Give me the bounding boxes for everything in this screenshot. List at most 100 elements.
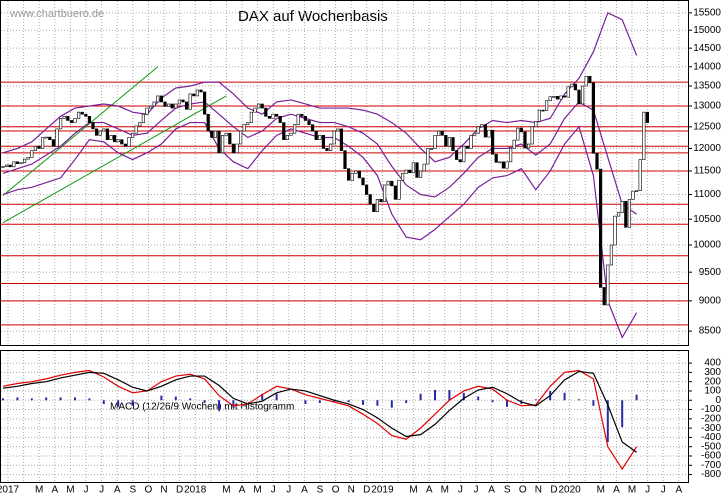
histogram-bar — [189, 398, 192, 401]
x-tick-label: O — [332, 485, 340, 496]
candle — [469, 135, 473, 149]
candle — [228, 132, 232, 145]
candle — [433, 135, 437, 149]
histogram-bar — [304, 400, 307, 404]
candle — [51, 139, 55, 147]
candle — [325, 148, 329, 151]
candle — [66, 116, 70, 121]
candle — [566, 86, 570, 98]
y-tick-label: 11000 — [694, 189, 722, 200]
candle — [127, 137, 131, 147]
candle — [372, 203, 376, 212]
candle — [609, 244, 613, 266]
histogram-bar — [16, 397, 19, 401]
candle — [292, 124, 297, 134]
candle — [440, 130, 444, 136]
candle — [15, 161, 20, 164]
candle — [105, 128, 109, 140]
candle — [584, 75, 588, 87]
candle — [87, 116, 91, 123]
y-tick-label: 9500 — [699, 267, 722, 278]
candle — [40, 137, 45, 149]
candle — [516, 127, 520, 141]
x-tick-label: M — [66, 485, 74, 496]
histogram-bar — [376, 400, 379, 406]
candle — [177, 99, 182, 105]
histogram-bar — [74, 397, 76, 401]
histogram-bar — [448, 390, 451, 401]
candle — [267, 116, 272, 119]
candle — [62, 116, 66, 119]
x-tick-label: J — [645, 485, 650, 496]
candle — [498, 161, 502, 164]
candle — [300, 113, 304, 117]
histogram-bar — [174, 396, 177, 401]
histogram-bar — [275, 393, 278, 401]
candle — [436, 130, 441, 136]
candle — [278, 116, 282, 123]
histogram-bar — [102, 400, 105, 404]
candle — [598, 168, 603, 288]
x-tick-label: A — [426, 485, 433, 496]
candle — [483, 124, 488, 138]
histogram-bar — [462, 392, 465, 401]
x-tick-label: J — [458, 485, 463, 496]
histogram-bar — [563, 392, 566, 401]
candle — [541, 109, 545, 112]
candle — [501, 161, 506, 169]
histogram-bar — [232, 400, 235, 408]
candle — [606, 264, 610, 306]
candle — [404, 169, 408, 174]
candle — [221, 135, 225, 154]
candle — [156, 95, 160, 103]
macd-line — [2, 370, 637, 453]
candle — [508, 148, 513, 163]
candle — [559, 95, 563, 100]
macd-label: MACD (12/26/9 Wochen) mit Histogramm — [110, 402, 294, 413]
candle — [256, 103, 261, 109]
candle — [195, 89, 200, 97]
candle — [167, 103, 171, 107]
candle — [77, 111, 81, 119]
candle — [116, 139, 120, 143]
candle — [310, 124, 315, 132]
x-tick-label: M — [628, 485, 636, 496]
candle — [573, 83, 577, 91]
candle — [588, 75, 592, 84]
candle — [602, 287, 606, 306]
candle — [289, 132, 293, 136]
candle — [174, 103, 178, 109]
histogram-bar — [592, 400, 595, 406]
candle — [303, 116, 308, 121]
candle — [231, 143, 236, 154]
candle — [426, 148, 430, 165]
y-tick-label: -800 — [701, 469, 721, 480]
candle — [282, 122, 286, 140]
y-tick-label: -300 — [701, 423, 721, 434]
candle — [552, 96, 556, 98]
y-tick-label: 8500 — [699, 326, 722, 337]
candle — [645, 111, 649, 123]
x-tick-label: 2020 — [558, 485, 581, 496]
histogram-bar — [347, 400, 350, 403]
x-tick-label: M — [409, 485, 417, 496]
candle — [314, 130, 318, 140]
candle — [12, 161, 16, 168]
x-tick-label: S — [317, 485, 324, 496]
histogram-bar — [2, 398, 4, 401]
x-tick-label: M — [35, 485, 43, 496]
candle — [458, 159, 462, 163]
y-tick-label: -500 — [701, 441, 721, 452]
x-tick-label: M — [253, 485, 261, 496]
candle — [591, 82, 595, 154]
candle — [336, 128, 340, 132]
candle — [271, 113, 275, 119]
y-tick-label: 12500 — [693, 121, 721, 132]
candle — [84, 113, 88, 117]
candle — [8, 164, 12, 168]
candle — [55, 128, 59, 147]
candle — [361, 177, 365, 186]
y-tick-label: 100 — [704, 386, 721, 397]
candle — [429, 148, 434, 150]
chart-title: DAX auf Wochenbasis — [238, 8, 388, 25]
